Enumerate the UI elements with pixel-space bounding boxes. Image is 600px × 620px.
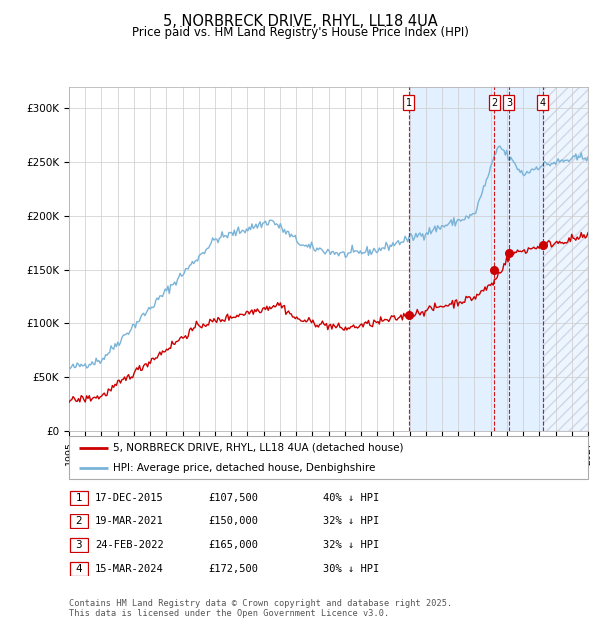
Bar <box>409 87 543 431</box>
Text: Contains HM Land Registry data © Crown copyright and database right 2025.
This d: Contains HM Land Registry data © Crown c… <box>69 599 452 618</box>
Text: £150,000: £150,000 <box>209 516 259 526</box>
Text: 2: 2 <box>76 516 82 526</box>
Text: 3: 3 <box>76 540 82 550</box>
Text: 1: 1 <box>406 98 412 108</box>
Text: 17-DEC-2015: 17-DEC-2015 <box>95 493 164 503</box>
Text: 40% ↓ HPI: 40% ↓ HPI <box>323 493 379 503</box>
Text: 5, NORBRECK DRIVE, RHYL, LL18 4UA: 5, NORBRECK DRIVE, RHYL, LL18 4UA <box>163 14 437 29</box>
Text: £172,500: £172,500 <box>209 564 259 574</box>
Text: 4: 4 <box>539 98 546 108</box>
Text: 15-MAR-2024: 15-MAR-2024 <box>95 564 164 574</box>
Text: 30% ↓ HPI: 30% ↓ HPI <box>323 564 379 574</box>
Text: 5, NORBRECK DRIVE, RHYL, LL18 4UA (detached house): 5, NORBRECK DRIVE, RHYL, LL18 4UA (detac… <box>113 443 404 453</box>
Text: £165,000: £165,000 <box>209 540 259 550</box>
Text: 32% ↓ HPI: 32% ↓ HPI <box>323 516 379 526</box>
Text: 2: 2 <box>491 98 497 108</box>
Text: 24-FEB-2022: 24-FEB-2022 <box>95 540 164 550</box>
Text: 3: 3 <box>506 98 512 108</box>
Bar <box>543 87 588 431</box>
Text: Price paid vs. HM Land Registry's House Price Index (HPI): Price paid vs. HM Land Registry's House … <box>131 26 469 39</box>
Text: 19-MAR-2021: 19-MAR-2021 <box>95 516 164 526</box>
Text: 1: 1 <box>76 493 82 503</box>
Text: 32% ↓ HPI: 32% ↓ HPI <box>323 540 379 550</box>
Text: £107,500: £107,500 <box>209 493 259 503</box>
Text: HPI: Average price, detached house, Denbighshire: HPI: Average price, detached house, Denb… <box>113 463 376 473</box>
Text: 4: 4 <box>76 564 82 574</box>
